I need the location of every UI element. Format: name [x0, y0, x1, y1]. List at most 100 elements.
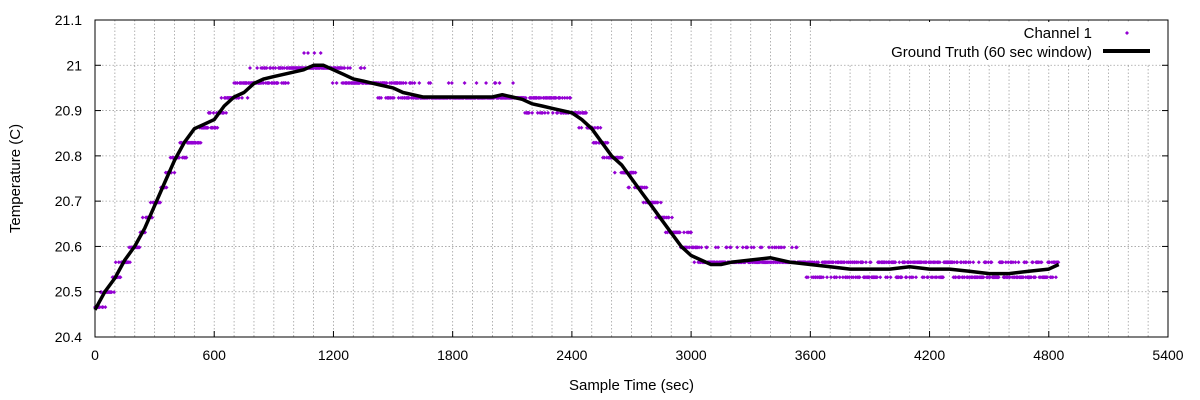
channel-1-point: [1007, 275, 1012, 280]
channel-1-point: [109, 290, 114, 295]
channel-1-point: [971, 260, 976, 265]
channel-1-point: [687, 245, 692, 250]
x-tick-label: 5400: [1152, 347, 1183, 363]
channel-1-point: [348, 66, 353, 71]
channel-1-point: [641, 200, 646, 205]
channel-1-point: [1024, 260, 1029, 265]
channel-1-point: [1045, 275, 1050, 280]
channel-1-point: [666, 215, 671, 220]
channel-1-point: [959, 260, 964, 265]
ground-truth-line: [93, 63, 1060, 311]
legend-background: [812, 22, 1166, 64]
channel-1-point: [255, 66, 260, 71]
channel-1-point: [1047, 260, 1052, 265]
channel-1-point: [888, 275, 893, 280]
channel-1-point: [406, 95, 411, 100]
channel-1-point: [740, 245, 745, 250]
channel-1-point: [384, 80, 389, 85]
y-tick-label: 20.4: [55, 329, 82, 345]
channel-1-point: [745, 245, 750, 250]
channel-1-point: [867, 275, 872, 280]
axis-ticks: 0 600 1200 1800 2400 3000 3600 4200 4800 5400 20.4…: [55, 12, 1184, 363]
channel-1-point: [428, 80, 433, 85]
channel-1-point: [831, 260, 836, 265]
channel-1-point: [863, 260, 868, 265]
channel-1-point: [705, 245, 710, 250]
channel-1-point: [1000, 260, 1005, 265]
x-tick-label: 600: [203, 347, 227, 363]
channel-1-point: [412, 80, 417, 85]
x-axis-label: Sample Time (sec): [569, 377, 694, 394]
x-tick-label: 2400: [556, 347, 587, 363]
grid-lines: [95, 20, 1168, 337]
channel-1-point: [724, 245, 729, 250]
channel-1-point: [875, 275, 880, 280]
channel-1-point: [934, 275, 939, 280]
channel-1-point: [553, 95, 558, 100]
channel-1-point: [318, 51, 323, 56]
channel-1-point: [275, 80, 280, 85]
channel-1-point: [955, 260, 960, 265]
channel-1-point: [981, 275, 986, 280]
channel-1-point: [1039, 260, 1044, 265]
channel-1-point: [899, 275, 904, 280]
channel-1-point: [261, 80, 266, 85]
channel-1-point: [847, 275, 852, 280]
channel-1-point: [602, 155, 607, 160]
channel-1-point: [983, 260, 988, 265]
channel-1-point: [511, 80, 516, 85]
channel-1-point: [240, 95, 245, 100]
channel-1-point: [902, 260, 907, 265]
channel-1-point: [897, 260, 902, 265]
channel-1-point: [391, 95, 396, 100]
channel-1-point: [219, 95, 224, 100]
channel-1-point: [681, 230, 686, 235]
channel-1-point: [670, 215, 675, 220]
channel-1-point: [530, 110, 535, 115]
y-tick-label: 20.9: [55, 103, 82, 119]
channel-1-point: [1006, 260, 1011, 265]
channel-1-point: [271, 66, 276, 71]
channel-1-point: [1021, 275, 1026, 280]
channel-1-point: [137, 245, 142, 250]
channel-1-point: [235, 80, 240, 85]
channel-1-point: [497, 80, 502, 85]
channel-1-point: [904, 275, 909, 280]
channel-1-point: [550, 110, 555, 115]
channel-1-point: [540, 110, 545, 115]
channel-1-point: [312, 51, 317, 56]
channel-1-point: [924, 260, 929, 265]
channel-1-point: [968, 260, 973, 265]
channel-1-point: [334, 80, 339, 85]
channel-1-points: [93, 51, 1061, 310]
channel-1-point: [535, 110, 540, 115]
channel-1-point: [770, 245, 775, 250]
legend-label-ground-truth: Ground Truth (60 sec window): [891, 44, 1092, 61]
x-tick-label: 3600: [795, 347, 826, 363]
channel-1-point: [1053, 275, 1058, 280]
channel-1-point: [751, 245, 756, 250]
legend-label-channel-1: Channel 1: [1024, 25, 1092, 42]
channel-1-point: [118, 275, 123, 280]
channel-1-point: [987, 275, 992, 280]
channel-1-point: [205, 125, 210, 130]
ground-truth-path: [93, 63, 1060, 311]
channel-1-point: [699, 245, 704, 250]
channel-1-point: [816, 260, 821, 265]
channel-1-point: [1050, 275, 1055, 280]
channel-1-point: [542, 110, 547, 115]
channel-1-point: [856, 260, 861, 265]
channel-1-point: [112, 290, 117, 295]
x-tick-label: 4800: [1033, 347, 1064, 363]
channel-1-point: [937, 260, 942, 265]
legend-swatch-channel-1: [1125, 31, 1129, 35]
channel-1-point: [359, 66, 364, 71]
channel-1-point: [996, 275, 1001, 280]
channel-1-point: [893, 260, 898, 265]
channel-1-point: [860, 260, 865, 265]
channel-1-point: [484, 80, 489, 85]
channel-1-point: [462, 80, 467, 85]
channel-1-point: [619, 155, 624, 160]
channel-1-point: [208, 110, 213, 115]
